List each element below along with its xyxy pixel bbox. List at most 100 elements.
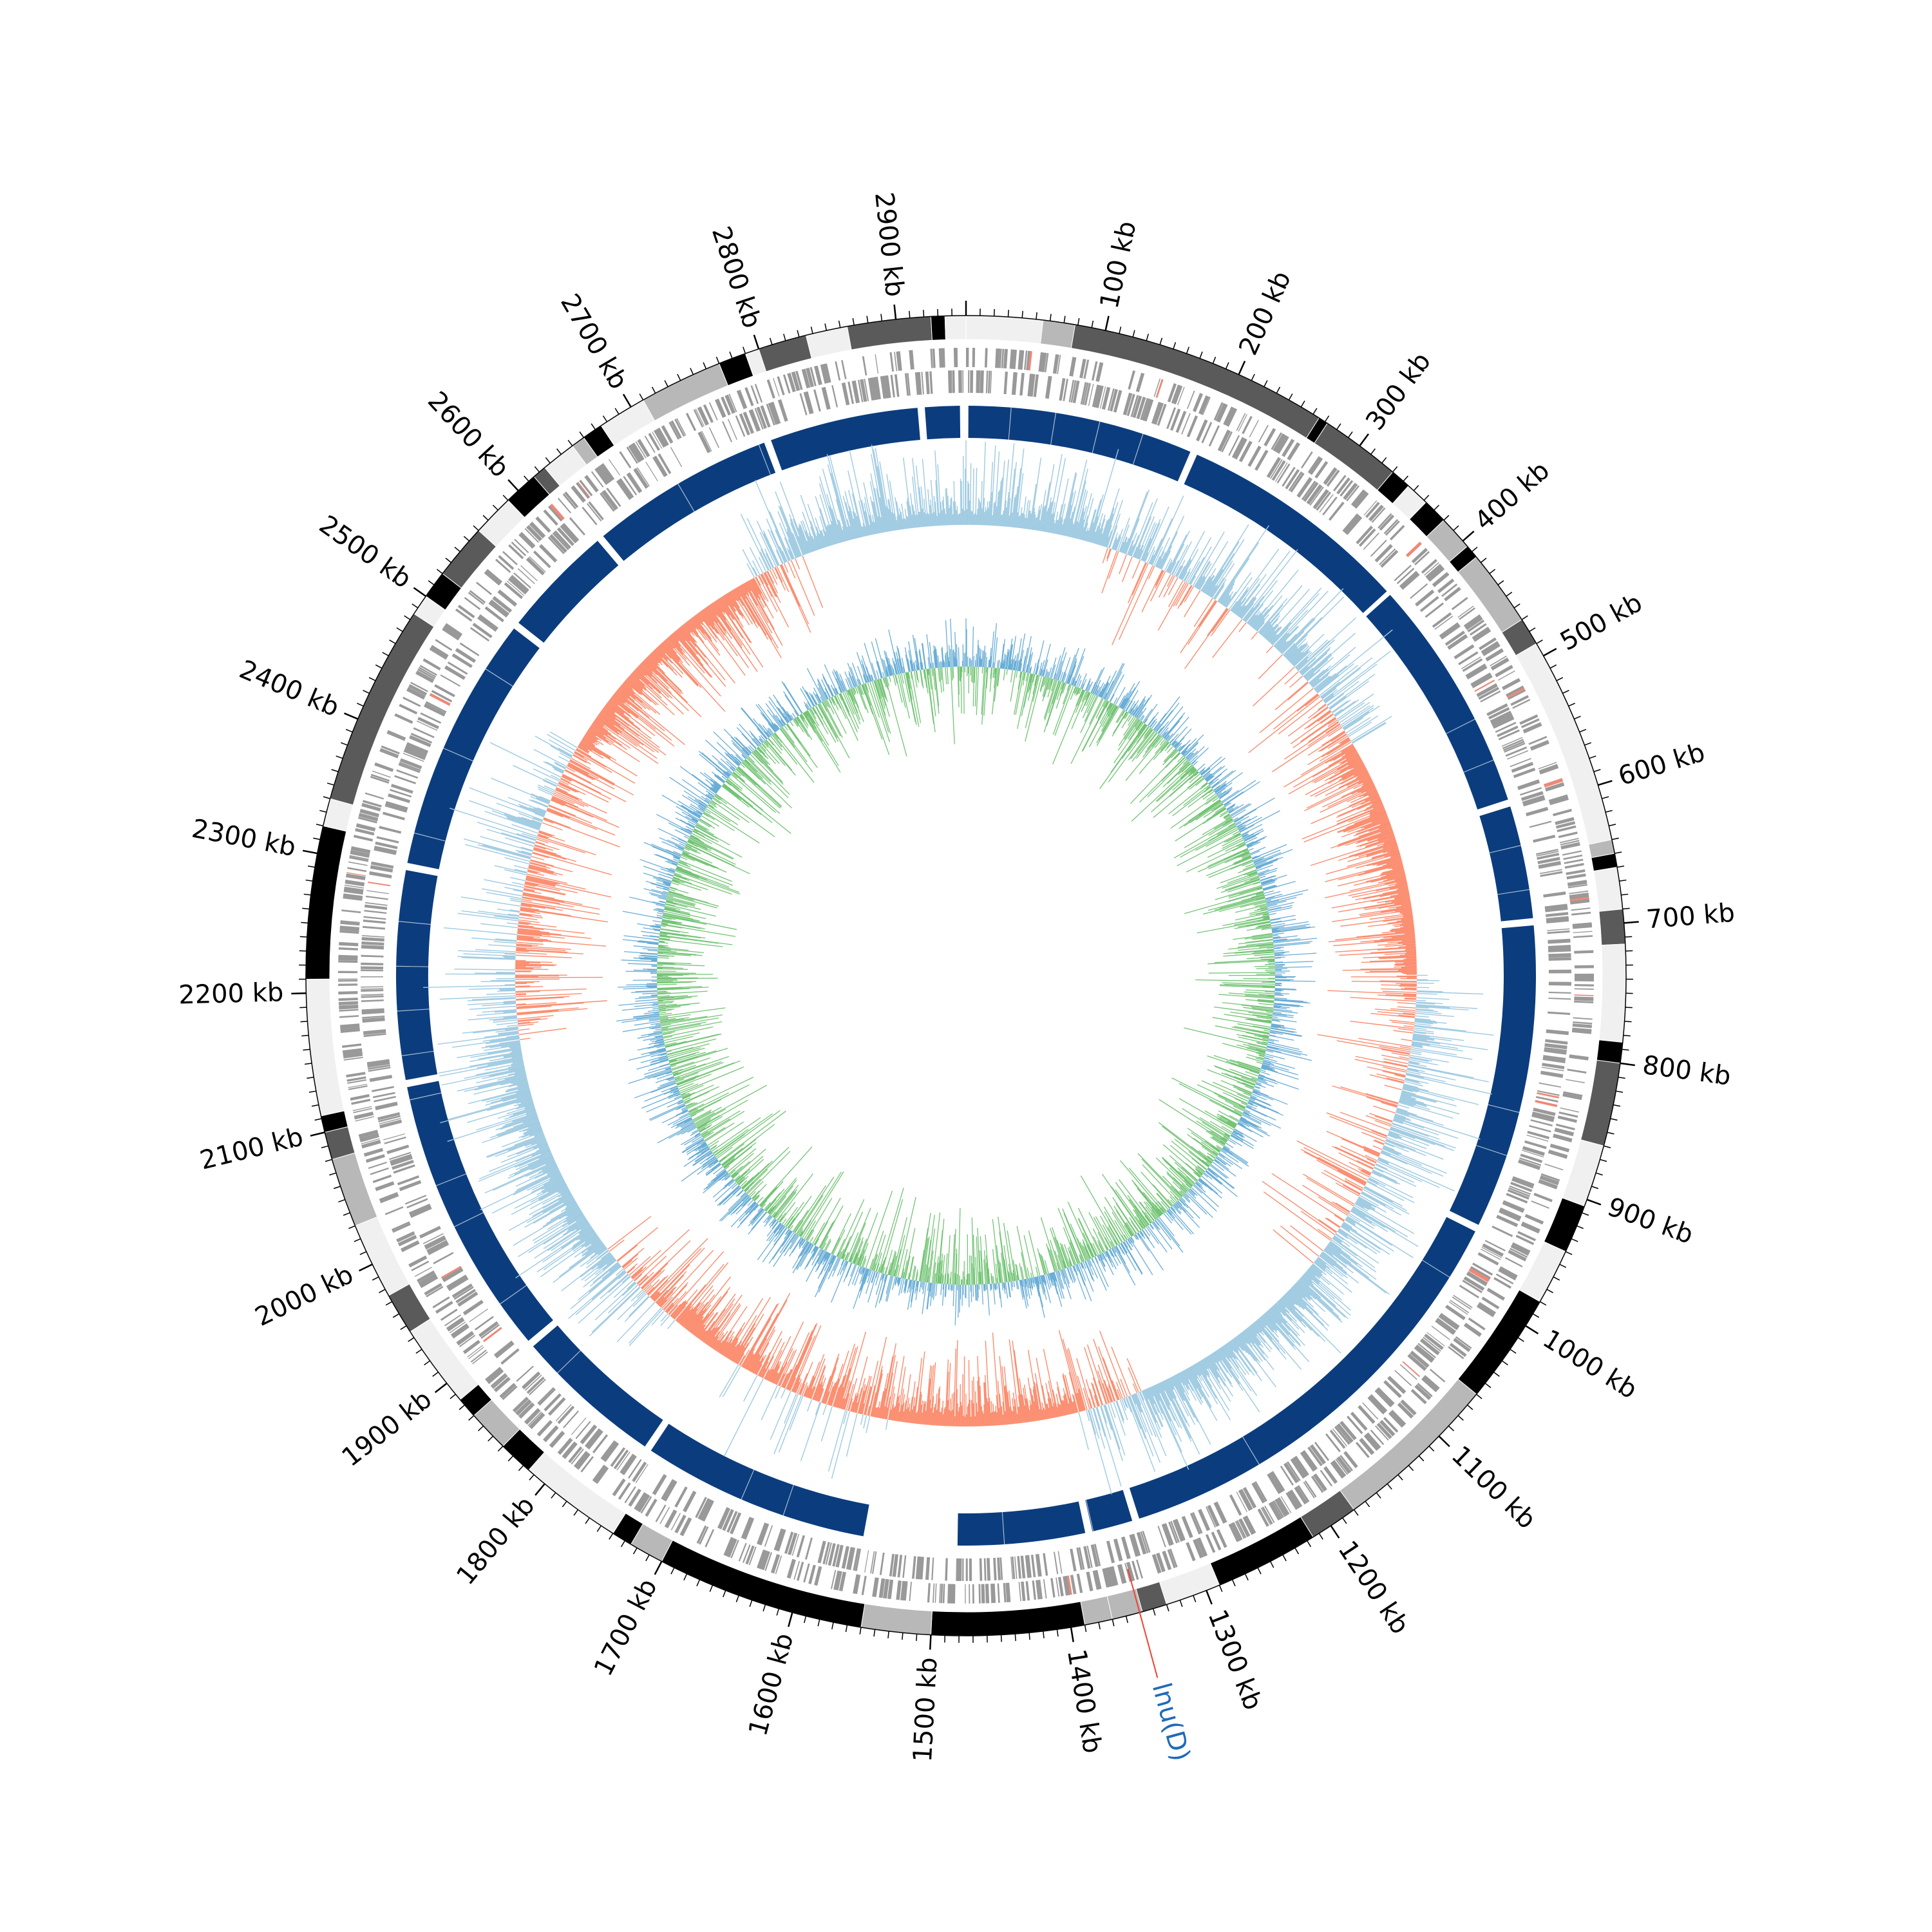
gc-content-bar bbox=[1009, 462, 1017, 527]
gc-content-bar bbox=[1106, 500, 1123, 548]
gc-content-bar bbox=[1394, 895, 1410, 900]
gene-mark bbox=[1303, 482, 1319, 502]
gene-mark bbox=[870, 1551, 875, 1574]
contig-segment bbox=[1543, 1197, 1586, 1253]
gc-content-bar bbox=[1318, 733, 1347, 752]
contig-segment bbox=[805, 326, 852, 359]
gc-content-bar bbox=[1349, 883, 1408, 896]
minor-tick bbox=[1622, 1048, 1629, 1051]
gene-mark bbox=[397, 1175, 420, 1186]
gc-content-bar bbox=[1121, 556, 1133, 582]
gc-content-bar bbox=[1238, 622, 1247, 632]
minor-tick bbox=[866, 316, 869, 323]
gc-content-bar bbox=[1352, 723, 1387, 744]
gene-mark bbox=[1076, 1548, 1083, 1571]
gc-content-bar bbox=[1281, 618, 1316, 654]
gene-mark bbox=[1109, 388, 1118, 412]
gene-mark bbox=[1555, 817, 1575, 826]
gc-content-bar bbox=[1167, 574, 1174, 587]
gene-mark bbox=[1287, 1461, 1301, 1481]
gene-mark bbox=[1071, 1575, 1077, 1595]
gene-mark bbox=[344, 886, 364, 893]
gene-mark bbox=[1441, 583, 1458, 597]
gene-mark bbox=[1201, 422, 1213, 444]
gc-content-bar bbox=[1208, 585, 1217, 596]
gc-content-bar bbox=[1309, 665, 1331, 685]
gc-content-bar bbox=[1328, 718, 1337, 725]
gene-mark bbox=[894, 352, 898, 372]
gene-mark bbox=[1173, 385, 1183, 404]
gene-mark bbox=[909, 350, 914, 370]
gene-mark bbox=[468, 592, 484, 605]
gene-mark bbox=[1078, 1547, 1085, 1570]
gc-content-bar bbox=[1277, 640, 1287, 650]
gene-mark bbox=[1235, 439, 1247, 460]
gene-mark bbox=[419, 1274, 437, 1287]
contig-segment bbox=[331, 1152, 378, 1227]
gene-mark bbox=[1506, 687, 1525, 699]
minor-tick bbox=[1625, 1007, 1633, 1009]
gene-mark bbox=[1042, 352, 1047, 372]
gene-mark bbox=[674, 419, 685, 437]
gene-mark bbox=[832, 1544, 840, 1567]
gc-content-bar bbox=[1278, 641, 1287, 651]
gc-content-bar bbox=[1309, 670, 1325, 684]
gene-mark bbox=[775, 1555, 782, 1575]
gene-mark bbox=[1569, 890, 1589, 895]
gene-mark bbox=[1228, 435, 1240, 456]
gene-mark bbox=[488, 601, 509, 618]
gene-mark bbox=[1363, 1434, 1379, 1451]
gene-mark bbox=[724, 1537, 735, 1557]
gc-content-bar bbox=[1298, 639, 1335, 673]
gc-content-bar bbox=[1142, 518, 1161, 562]
gc-content-bar bbox=[1299, 658, 1316, 674]
minor-tick bbox=[354, 1238, 361, 1242]
gene-mark bbox=[843, 382, 850, 405]
gene-mark bbox=[1539, 1177, 1558, 1186]
minor-tick bbox=[585, 1517, 590, 1524]
gene-mark bbox=[1572, 1023, 1592, 1028]
gene-mark bbox=[896, 1580, 902, 1600]
minor-tick bbox=[1532, 1313, 1540, 1318]
gc-content-bar bbox=[1047, 454, 1063, 533]
gc-content-bar bbox=[1265, 645, 1274, 654]
gc-content-bar bbox=[1304, 632, 1356, 679]
gc-content-bar bbox=[1214, 585, 1225, 600]
gene-mark bbox=[699, 1526, 709, 1545]
block-gap-line bbox=[1132, 433, 1144, 465]
gene-mark bbox=[1510, 1247, 1528, 1258]
gene-mark bbox=[1170, 408, 1181, 431]
gene-mark bbox=[349, 856, 369, 862]
gene-mark bbox=[1414, 551, 1430, 565]
gc-content-bar bbox=[1027, 510, 1030, 529]
gc-content-bar bbox=[1311, 793, 1379, 824]
gene-mark bbox=[1094, 1544, 1101, 1567]
gc-content-bar bbox=[1324, 760, 1363, 782]
gc-content-bar bbox=[1332, 1085, 1398, 1106]
gene-mark bbox=[386, 730, 406, 741]
gc-content-bar bbox=[1354, 811, 1387, 824]
conserved-block bbox=[407, 628, 540, 869]
minor-tick bbox=[1536, 639, 1543, 645]
gene-mark bbox=[1499, 1209, 1521, 1222]
gene-mark bbox=[1462, 658, 1483, 672]
gene-mark bbox=[1478, 687, 1500, 700]
gene-mark bbox=[1314, 460, 1329, 478]
gene-mark bbox=[1155, 402, 1164, 425]
gc-content-bar bbox=[1341, 764, 1365, 778]
gc-content-bar bbox=[1222, 595, 1230, 605]
gene-mark bbox=[524, 1408, 540, 1423]
gc-content-bar bbox=[1345, 829, 1393, 846]
tick-label: 300 kb bbox=[1360, 347, 1437, 436]
gc-content-bar bbox=[1275, 633, 1290, 649]
gc-content-bar bbox=[1265, 625, 1279, 640]
gc-content-bar bbox=[1363, 1189, 1410, 1215]
gene-mark bbox=[1457, 605, 1474, 618]
gc-content-bar bbox=[1266, 630, 1275, 641]
gc-content-bar bbox=[1155, 556, 1160, 567]
gene-mark bbox=[1502, 1200, 1525, 1212]
gene-mark bbox=[1242, 1516, 1255, 1535]
gc-content-bar bbox=[1106, 549, 1112, 562]
gc-content-bar bbox=[1141, 523, 1157, 561]
